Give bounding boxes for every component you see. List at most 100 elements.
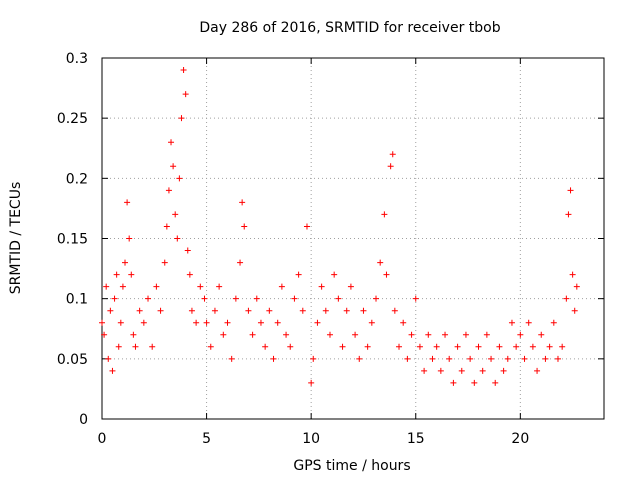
data-point — [565, 211, 572, 218]
data-point — [165, 187, 172, 194]
data-point — [270, 355, 277, 362]
data-point — [554, 355, 561, 362]
data-point — [559, 343, 566, 350]
data-point — [303, 223, 310, 230]
data-point — [186, 271, 193, 278]
data-point — [197, 283, 204, 290]
data-point — [105, 355, 112, 362]
data-points — [99, 67, 580, 386]
data-point — [113, 271, 120, 278]
data-point — [504, 355, 511, 362]
data-point — [433, 343, 440, 350]
data-point — [153, 283, 160, 290]
data-point — [339, 343, 346, 350]
data-point — [458, 367, 465, 374]
data-point — [249, 331, 256, 338]
data-point — [425, 331, 432, 338]
data-point — [396, 343, 403, 350]
data-point — [216, 283, 223, 290]
data-point — [193, 319, 200, 326]
data-point — [391, 307, 398, 314]
data-point — [471, 379, 478, 386]
y-tick-label: 0.2 — [66, 171, 88, 187]
data-point — [462, 331, 469, 338]
data-point — [278, 283, 285, 290]
data-point — [573, 283, 580, 290]
data-point — [178, 115, 185, 122]
data-point — [109, 367, 116, 374]
y-axis-label: SRMTID / TECUs — [8, 182, 24, 295]
data-point — [517, 331, 524, 338]
data-point — [322, 307, 329, 314]
data-point — [356, 355, 363, 362]
y-tick-label: 0.3 — [66, 51, 88, 67]
data-point — [446, 355, 453, 362]
data-point — [546, 343, 553, 350]
x-tick-label: 20 — [511, 431, 529, 447]
data-point — [188, 307, 195, 314]
x-tick-label: 10 — [302, 431, 320, 447]
data-point — [163, 223, 170, 230]
data-point — [136, 307, 143, 314]
data-point — [416, 343, 423, 350]
data-point — [239, 199, 246, 206]
data-point — [262, 343, 269, 350]
data-point — [124, 199, 131, 206]
data-point — [381, 211, 388, 218]
data-point — [149, 343, 156, 350]
y-tick-label: 0.25 — [57, 111, 88, 127]
data-point — [542, 355, 549, 362]
data-point — [437, 367, 444, 374]
data-point — [283, 331, 290, 338]
data-point — [335, 295, 342, 302]
data-point — [203, 319, 210, 326]
data-point — [421, 367, 428, 374]
data-point — [525, 319, 532, 326]
data-point — [488, 355, 495, 362]
data-point — [513, 343, 520, 350]
data-point — [115, 343, 122, 350]
data-point — [364, 343, 371, 350]
data-point — [368, 319, 375, 326]
data-point — [387, 163, 394, 170]
x-tick-label: 15 — [407, 431, 425, 447]
data-point — [529, 343, 536, 350]
data-point — [161, 259, 168, 266]
data-point — [400, 319, 407, 326]
data-point — [408, 331, 415, 338]
axis-ticks: 0 5 10 15 20 0 0.05 0.1 0.15 0.2 0.25 0.3 — [57, 51, 604, 447]
data-point — [500, 367, 507, 374]
data-point — [412, 295, 419, 302]
data-point — [291, 295, 298, 302]
data-point — [299, 307, 306, 314]
data-point — [383, 271, 390, 278]
data-point — [467, 355, 474, 362]
data-point — [287, 343, 294, 350]
data-point — [232, 295, 239, 302]
data-point — [550, 319, 557, 326]
data-point — [103, 283, 110, 290]
data-point — [360, 307, 367, 314]
data-point — [295, 271, 302, 278]
x-tick-label: 5 — [202, 431, 211, 447]
data-point — [331, 271, 338, 278]
y-tick-label: 0 — [79, 412, 88, 428]
data-point — [347, 283, 354, 290]
data-point — [571, 307, 578, 314]
data-point — [253, 295, 260, 302]
data-point — [176, 175, 183, 182]
data-point — [145, 295, 152, 302]
chart-title: Day 286 of 2016, SRMTID for receiver tbo… — [199, 20, 500, 36]
data-point — [122, 259, 129, 266]
data-point — [373, 295, 380, 302]
data-point — [184, 247, 191, 254]
data-point — [211, 307, 218, 314]
data-point — [377, 259, 384, 266]
data-point — [132, 343, 139, 350]
data-point — [310, 355, 317, 362]
data-point — [326, 331, 333, 338]
data-point — [534, 367, 541, 374]
x-tick-label: 0 — [98, 431, 107, 447]
data-point — [496, 343, 503, 350]
data-point — [442, 331, 449, 338]
